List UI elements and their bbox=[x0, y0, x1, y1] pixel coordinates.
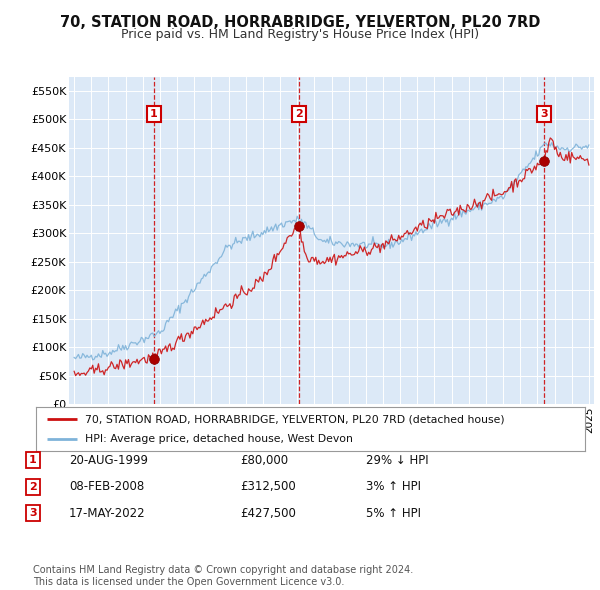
Text: 3% ↑ HPI: 3% ↑ HPI bbox=[366, 480, 421, 493]
Text: 70, STATION ROAD, HORRABRIDGE, YELVERTON, PL20 7RD (detached house): 70, STATION ROAD, HORRABRIDGE, YELVERTON… bbox=[85, 414, 505, 424]
Text: 70, STATION ROAD, HORRABRIDGE, YELVERTON, PL20 7RD: 70, STATION ROAD, HORRABRIDGE, YELVERTON… bbox=[60, 15, 540, 30]
Text: 3: 3 bbox=[540, 109, 548, 119]
Text: £312,500: £312,500 bbox=[240, 480, 296, 493]
Text: 17-MAY-2022: 17-MAY-2022 bbox=[69, 507, 146, 520]
Text: 3: 3 bbox=[29, 509, 37, 518]
Text: 29% ↓ HPI: 29% ↓ HPI bbox=[366, 454, 428, 467]
Text: £80,000: £80,000 bbox=[240, 454, 288, 467]
Text: 08-FEB-2008: 08-FEB-2008 bbox=[69, 480, 144, 493]
Text: Contains HM Land Registry data © Crown copyright and database right 2024.
This d: Contains HM Land Registry data © Crown c… bbox=[33, 565, 413, 587]
Text: 20-AUG-1999: 20-AUG-1999 bbox=[69, 454, 148, 467]
Text: 5% ↑ HPI: 5% ↑ HPI bbox=[366, 507, 421, 520]
Text: Price paid vs. HM Land Registry's House Price Index (HPI): Price paid vs. HM Land Registry's House … bbox=[121, 28, 479, 41]
Text: 2: 2 bbox=[295, 109, 303, 119]
Text: 1: 1 bbox=[150, 109, 158, 119]
Text: 2: 2 bbox=[29, 482, 37, 491]
Text: 1: 1 bbox=[29, 455, 37, 465]
Text: HPI: Average price, detached house, West Devon: HPI: Average price, detached house, West… bbox=[85, 434, 353, 444]
Text: £427,500: £427,500 bbox=[240, 507, 296, 520]
